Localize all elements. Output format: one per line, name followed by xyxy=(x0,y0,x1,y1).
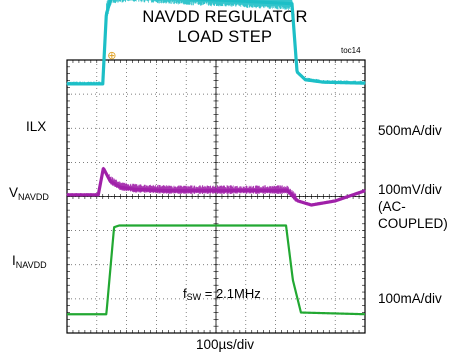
trigger-marker-icon: ⊕ xyxy=(107,49,116,62)
chart-title-line2: LOAD STEP xyxy=(177,28,273,46)
series-label-vnavdd: VNAVDD xyxy=(9,185,49,202)
series-label-ilx: ILX xyxy=(26,119,47,134)
trace-ripple-ilx xyxy=(66,0,366,86)
chart-title-line1: NAVDD REGULATOR xyxy=(142,8,308,26)
scale-label-inavdd: 100mA/div xyxy=(378,291,442,306)
chart-title: NAVDD REGULATOR LOAD STEP xyxy=(0,7,450,47)
series-label-inavdd: INAVDD xyxy=(12,253,47,270)
trace-inavdd xyxy=(66,224,366,316)
switching-frequency-annotation: fSW = 2.1MHz xyxy=(183,286,261,302)
figure-id: toc14 xyxy=(341,46,361,55)
scale-label-ilx: 500mA/div xyxy=(378,123,442,138)
x-axis-label: 100µs/div xyxy=(195,337,255,352)
trace-ripple-vnavdd xyxy=(66,166,366,206)
scale-label-vnavdd: 100mV/div (AC-COUPLED) xyxy=(378,182,448,231)
